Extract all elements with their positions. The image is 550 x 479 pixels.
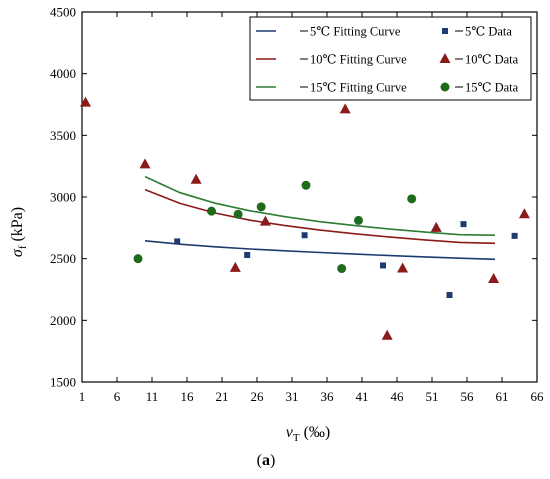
y-tick-label: 4000 <box>50 66 76 81</box>
data-point-square <box>460 221 467 228</box>
x-tick-label: 1 <box>79 389 86 404</box>
legend-swatch-marker <box>440 82 450 92</box>
legend: 5℃ Fitting Curve 10℃ Fitting Curve 15℃ Fit… <box>249 16 532 101</box>
data-point-square <box>174 238 181 245</box>
data-point-triangle <box>139 158 151 169</box>
data-point-circle <box>133 254 143 264</box>
legend-label: 15℃ Fitting Curve <box>310 81 407 95</box>
data-point-circle <box>301 180 311 190</box>
fitting-curve-line <box>144 175 496 236</box>
data-point-triangle <box>190 173 202 184</box>
data-point-triangle <box>381 329 393 340</box>
y-tick-label: 3500 <box>50 128 76 143</box>
data-point-square <box>511 232 518 239</box>
fitting-curve-line <box>144 188 496 245</box>
x-tick-label: 66 <box>531 389 545 404</box>
x-tick-label: 61 <box>496 389 509 404</box>
legend-label: 5℃ Fitting Curve <box>310 25 401 39</box>
data-point-triangle <box>259 215 271 226</box>
data-point-circle <box>354 215 363 225</box>
x-tick-label: 41 <box>356 389 369 404</box>
y-tick-label: 1500 <box>50 375 76 390</box>
data-point-circle <box>233 209 243 219</box>
legend-label: 5℃ Data <box>465 25 512 39</box>
x-tick-label: 6 <box>114 389 121 404</box>
data-point-circle <box>337 264 347 274</box>
data-point-triangle <box>488 273 500 284</box>
y-tick-label: 2500 <box>50 251 76 266</box>
data-point-square <box>446 292 453 299</box>
x-tick-label: 46 <box>391 389 405 404</box>
data-point-square <box>244 251 251 258</box>
data-point-circle <box>256 202 266 212</box>
data-point-square <box>380 262 386 269</box>
data-point-triangle <box>229 261 241 272</box>
figure-caption: (a) <box>257 452 276 469</box>
legend-swatch-marker <box>442 28 448 34</box>
x-tick-label: 51 <box>426 389 439 404</box>
data-point-circle <box>407 194 417 204</box>
data-point-square <box>301 232 308 239</box>
plot-area: 1 6 11 16 21 26 31 36 41 46 51 56 61 6615002000250030… <box>50 5 544 405</box>
data-point-triangle <box>518 208 530 219</box>
legend-label: 10℃ Fitting Curve <box>310 53 407 67</box>
x-axis-label: vT (‰) <box>286 424 331 444</box>
x-tick-label: 21 <box>216 389 229 404</box>
data-point-triangle <box>80 96 91 107</box>
legend-label: 10℃ Data <box>465 53 519 67</box>
y-axis-label: σf (kPa) <box>9 207 29 257</box>
x-tick-label: 36 <box>321 389 335 404</box>
x-tick-label: 16 <box>181 389 195 404</box>
x-tick-label: 11 <box>146 389 159 404</box>
legend-label: 15℃ Data <box>465 81 519 95</box>
x-tick-label: 26 <box>251 389 265 404</box>
y-tick-label: 3000 <box>50 190 76 205</box>
y-tick-label: 2000 <box>50 313 76 328</box>
y-tick-label: 4500 <box>50 5 76 20</box>
legend-box <box>249 16 532 101</box>
x-tick-label: 56 <box>461 389 475 404</box>
x-tick-label: 31 <box>286 389 299 404</box>
data-point-triangle <box>397 262 409 273</box>
fitting-curve-line <box>144 240 496 261</box>
data-point-triangle <box>339 103 351 114</box>
data-point-triangle <box>430 221 442 232</box>
legend-swatch-marker <box>439 53 451 63</box>
data-point-circle <box>207 206 216 216</box>
